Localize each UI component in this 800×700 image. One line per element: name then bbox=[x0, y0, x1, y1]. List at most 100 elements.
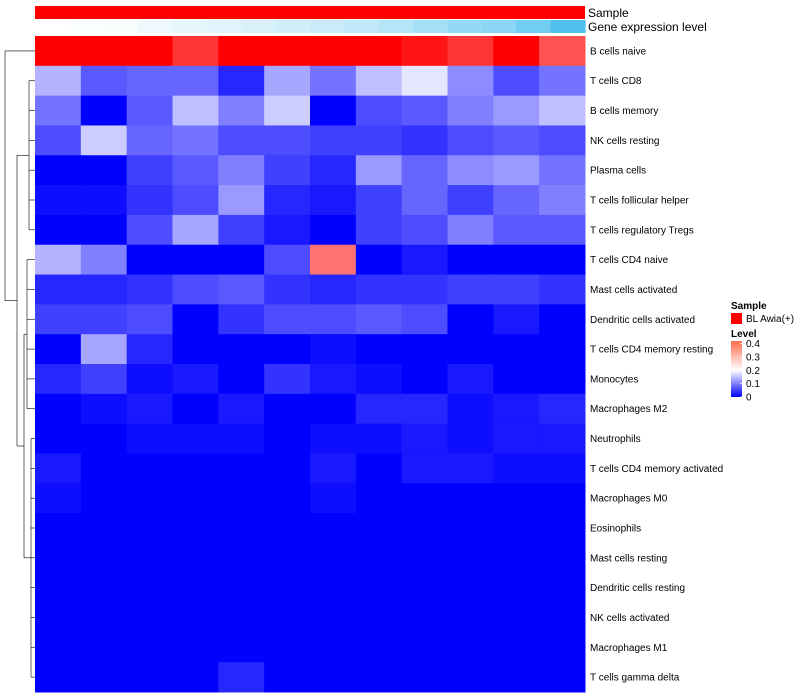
heatmap-cell bbox=[447, 244, 494, 276]
heatmap-cell bbox=[447, 95, 494, 126]
heatmap-cell bbox=[35, 155, 82, 186]
annotation-bars bbox=[35, 6, 586, 33]
row-label: Plasma cells bbox=[590, 166, 646, 177]
heatmap-cell bbox=[310, 155, 357, 186]
row-label: B cells memory bbox=[590, 106, 658, 117]
heatmap-cell bbox=[401, 95, 448, 126]
row-label: Macrophages M1 bbox=[590, 643, 668, 654]
heatmap-cell bbox=[80, 602, 128, 633]
heatmap-cell bbox=[355, 572, 403, 604]
heatmap-cell bbox=[218, 393, 265, 425]
heatmap-cell bbox=[126, 662, 173, 693]
heatmap-cell bbox=[355, 304, 403, 335]
heatmap-cell bbox=[447, 423, 494, 454]
heatmap-cell bbox=[539, 572, 586, 604]
annotation-expression-cell bbox=[481, 20, 517, 33]
heatmap-cell bbox=[35, 483, 82, 514]
heatmap-cell bbox=[172, 602, 219, 633]
heatmap-cell bbox=[264, 244, 311, 276]
heatmap-cell bbox=[539, 244, 586, 276]
heatmap-cell bbox=[355, 214, 403, 246]
heatmap-cell bbox=[264, 572, 311, 604]
annotation-expression-cell bbox=[69, 20, 105, 33]
heatmap-cell bbox=[493, 125, 540, 156]
heatmap-cell bbox=[172, 364, 219, 395]
heatmap-cell bbox=[493, 572, 540, 604]
heatmap-cell bbox=[355, 513, 403, 544]
heatmap-cell bbox=[80, 542, 128, 574]
heatmap-cell bbox=[539, 185, 586, 216]
heatmap-cell bbox=[218, 155, 265, 186]
heatmap-cell bbox=[355, 185, 403, 216]
row-label: Macrophages M0 bbox=[590, 494, 668, 505]
heatmap-cell bbox=[80, 334, 128, 365]
heatmap-cell bbox=[35, 542, 82, 574]
row-label: T cells CD4 memory resting bbox=[590, 345, 713, 356]
heatmap-cell bbox=[264, 662, 311, 693]
annotation-expression-cell bbox=[378, 20, 414, 33]
heatmap-cell bbox=[80, 274, 128, 305]
heatmap-cell bbox=[264, 453, 311, 484]
legend-sample-swatch bbox=[731, 313, 742, 324]
heatmap-cell bbox=[80, 36, 128, 67]
heatmap-cell bbox=[218, 185, 265, 216]
heatmap-cell bbox=[35, 513, 82, 544]
heatmap-cell bbox=[35, 65, 82, 97]
heatmap-cell bbox=[355, 334, 403, 365]
heatmap-cell bbox=[310, 662, 357, 693]
heatmap-cell bbox=[310, 364, 357, 395]
annotation-expression-cell bbox=[344, 20, 380, 33]
heatmap-cell bbox=[80, 483, 128, 514]
legend-level-title: Level bbox=[731, 329, 757, 340]
heatmap-cell bbox=[172, 304, 219, 335]
heatmap-cell bbox=[218, 513, 265, 544]
heatmap-cell bbox=[126, 423, 173, 454]
row-label: T cells follicular helper bbox=[590, 196, 689, 207]
heatmap-cell bbox=[310, 214, 357, 246]
heatmap-cell bbox=[218, 662, 265, 693]
row-label: B cells naive bbox=[590, 46, 647, 57]
heatmap-cell bbox=[310, 542, 357, 574]
heatmap-cell bbox=[447, 65, 494, 97]
heatmap-cell bbox=[493, 513, 540, 544]
heatmap-cell bbox=[264, 185, 311, 216]
heatmap-cell bbox=[539, 393, 586, 425]
heatmap-cell bbox=[35, 393, 82, 425]
heatmap-cell bbox=[539, 513, 586, 544]
annotation-sample-bar bbox=[35, 6, 585, 19]
heatmap-cell bbox=[126, 393, 173, 425]
heatmap-cell bbox=[264, 632, 311, 663]
heatmap-cell bbox=[35, 453, 82, 484]
heatmap-cell bbox=[80, 513, 128, 544]
heatmap-cell bbox=[310, 423, 357, 454]
heatmap-cell bbox=[35, 572, 82, 604]
heatmap-cell bbox=[310, 65, 357, 97]
annotation-expression-cell bbox=[172, 20, 208, 33]
heatmap-cell bbox=[35, 423, 82, 454]
heatmap-cell bbox=[355, 662, 403, 693]
annotation-label: Sample bbox=[588, 6, 629, 20]
heatmap-cell bbox=[126, 453, 173, 484]
heatmap-cell bbox=[401, 513, 448, 544]
heatmap-cell bbox=[493, 334, 540, 365]
heatmap-cell bbox=[447, 393, 494, 425]
heatmap-cell bbox=[35, 185, 82, 216]
heatmap-cell bbox=[310, 513, 357, 544]
heatmap-cell bbox=[218, 364, 265, 395]
heatmap-cell bbox=[355, 423, 403, 454]
heatmap-cell bbox=[218, 304, 265, 335]
heatmap-cell bbox=[355, 125, 403, 156]
heatmap-cell bbox=[447, 364, 494, 395]
heatmap-cell bbox=[401, 364, 448, 395]
heatmap-cell bbox=[310, 572, 357, 604]
row-label: Eosinophils bbox=[590, 524, 641, 535]
heatmap-cell bbox=[355, 274, 403, 305]
heatmap-cell bbox=[447, 483, 494, 514]
heatmap-cell bbox=[264, 65, 311, 97]
heatmap-cell bbox=[447, 125, 494, 156]
heatmap-cell bbox=[539, 602, 586, 633]
heatmap-cell bbox=[493, 36, 540, 67]
heatmap-cell bbox=[126, 36, 173, 67]
heatmap-cell bbox=[172, 274, 219, 305]
heatmap-cells bbox=[35, 36, 586, 693]
